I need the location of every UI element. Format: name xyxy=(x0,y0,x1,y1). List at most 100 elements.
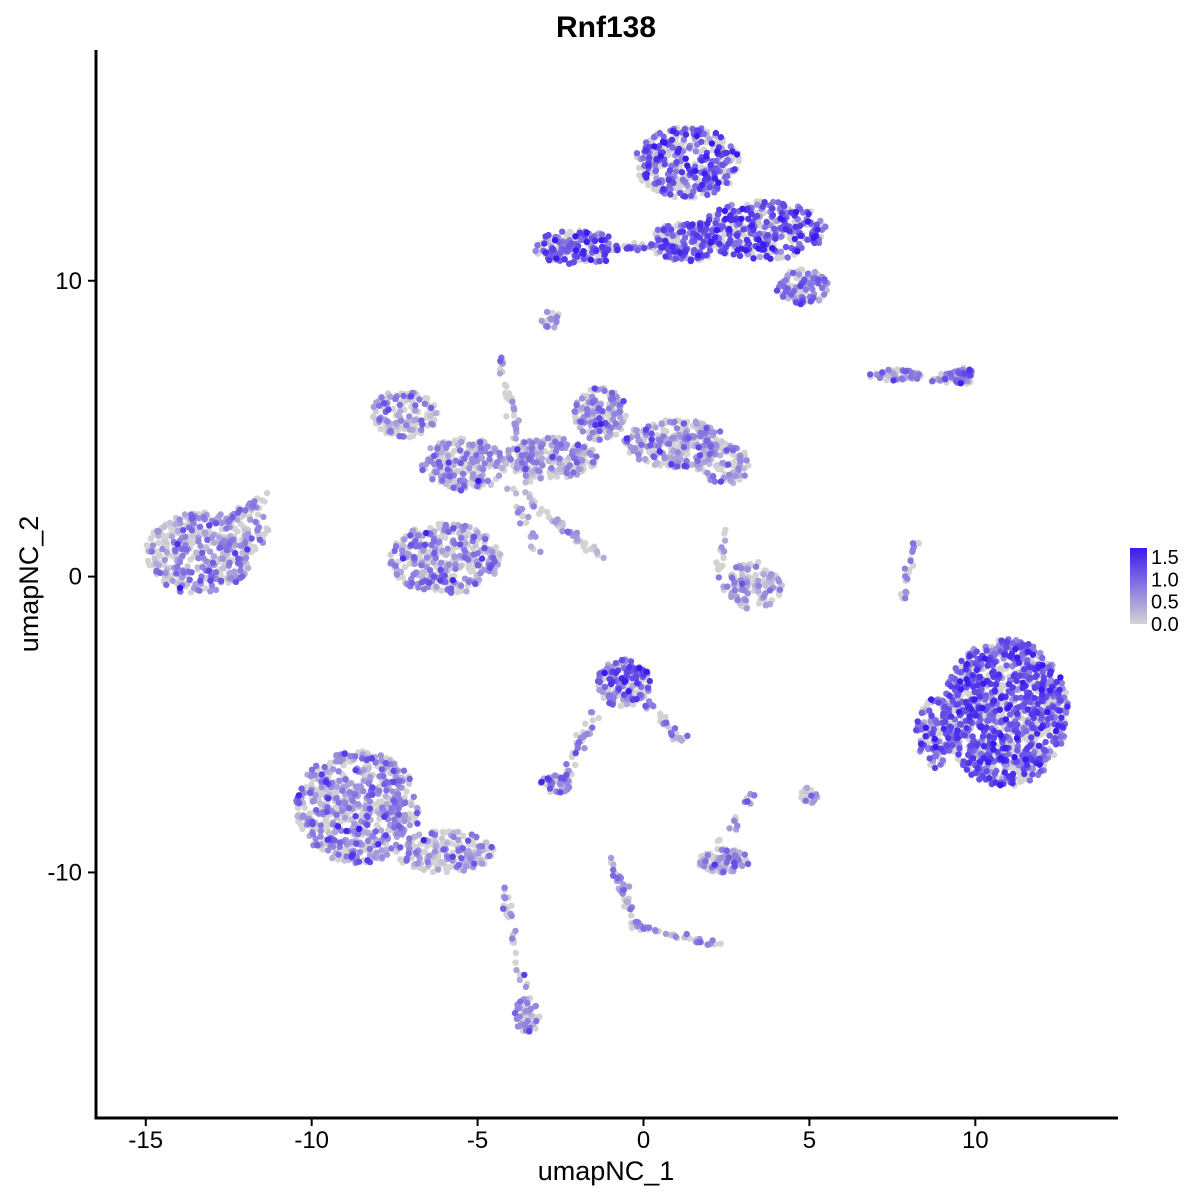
scatter-point xyxy=(400,767,408,774)
scatter-point xyxy=(564,528,571,535)
scatter-point xyxy=(778,233,785,240)
scatter-point xyxy=(528,445,536,452)
scatter-point xyxy=(591,435,598,443)
scatter-point xyxy=(172,520,179,528)
scatter-point xyxy=(598,231,606,238)
scatter-point xyxy=(180,569,188,576)
scatter-point xyxy=(503,413,510,420)
scatter-point xyxy=(429,476,436,483)
scatter-point xyxy=(370,403,377,411)
scatter-point xyxy=(394,412,402,419)
scatter-point xyxy=(406,413,413,420)
scatter-point xyxy=(398,417,405,424)
scatter-point xyxy=(514,509,522,516)
scatter-point xyxy=(489,548,496,556)
scatter-point xyxy=(179,552,186,560)
scatter-point xyxy=(505,447,512,454)
scatter-point xyxy=(513,465,521,472)
scatter-point xyxy=(563,761,570,768)
scatter-point xyxy=(544,434,552,442)
scatter-point xyxy=(297,821,304,828)
scatter-point xyxy=(672,168,680,175)
scatter-point xyxy=(510,412,518,419)
scatter-point xyxy=(261,498,268,505)
scatter-point xyxy=(804,270,812,277)
scatter-point xyxy=(226,541,233,548)
scatter-point xyxy=(605,692,612,699)
scatter-point xyxy=(176,516,183,523)
scatter-point xyxy=(802,797,809,804)
scatter-point xyxy=(254,527,261,534)
scatter-point xyxy=(426,567,434,574)
scatter-point xyxy=(159,545,166,553)
scatter-point xyxy=(741,851,748,858)
scatter-point xyxy=(736,456,744,463)
scatter-point xyxy=(308,781,315,788)
scatter-point xyxy=(397,856,404,863)
scatter-point xyxy=(673,425,681,432)
scatter-point xyxy=(538,317,545,324)
scatter-point xyxy=(335,768,342,775)
scatter-point xyxy=(457,582,465,590)
scatter-point xyxy=(403,422,410,429)
scatter-point xyxy=(335,851,342,858)
scatter-point xyxy=(376,787,383,795)
scatter-point xyxy=(155,539,162,547)
scatter-point xyxy=(377,827,385,834)
scatter-point xyxy=(652,424,659,431)
scatter-point xyxy=(486,852,493,859)
scatter-point xyxy=(392,395,399,403)
scatter-point xyxy=(580,444,587,451)
scatter-point xyxy=(1062,709,1070,716)
scatter-point xyxy=(352,791,359,798)
scatter-point xyxy=(463,588,470,595)
scatter-point xyxy=(154,528,162,535)
scatter-point xyxy=(717,452,724,459)
scatter-point xyxy=(573,529,581,536)
scatter-point xyxy=(308,766,316,773)
scatter-point xyxy=(518,459,526,466)
scatter-point xyxy=(743,605,750,612)
scatter-point xyxy=(348,780,355,787)
scatter-point xyxy=(752,563,760,570)
scatter-point xyxy=(640,154,647,162)
scatter-point xyxy=(686,144,693,151)
scatter-point xyxy=(937,761,944,768)
scatter-point xyxy=(249,502,257,509)
scatter-point xyxy=(317,822,324,829)
scatter-point xyxy=(697,938,704,946)
scatter-point xyxy=(631,446,638,453)
scatter-point xyxy=(519,513,526,520)
scatter-point xyxy=(450,833,457,840)
scatter-point xyxy=(427,458,435,465)
scatter-point xyxy=(470,841,477,848)
scatter-point xyxy=(537,548,544,555)
scatter-point xyxy=(260,513,267,521)
scatter-point xyxy=(641,455,649,463)
scatter-point xyxy=(384,418,391,425)
scatter-point xyxy=(632,918,640,925)
scatter-point xyxy=(321,818,329,825)
scatter-point xyxy=(593,453,600,460)
scatter-point xyxy=(532,1002,539,1010)
scatter-point xyxy=(548,465,555,472)
scatter-point xyxy=(530,503,538,510)
scatter-point xyxy=(768,571,775,578)
scatter-point xyxy=(671,725,679,732)
scatter-point xyxy=(163,549,171,556)
scatter-point xyxy=(512,927,519,935)
scatter-point xyxy=(552,518,559,526)
scatter-point xyxy=(242,507,249,514)
scatter-point xyxy=(223,525,230,532)
scatter-point xyxy=(795,271,803,278)
scatter-point xyxy=(731,817,738,824)
scatter-point xyxy=(907,557,914,565)
scatter-point xyxy=(510,406,518,413)
scatter-point xyxy=(587,709,595,716)
scatter-point xyxy=(421,400,428,407)
scatter-point xyxy=(524,1000,531,1007)
scatter-point xyxy=(231,525,239,533)
scatter-point xyxy=(147,535,154,543)
scatter-point xyxy=(387,427,394,434)
scatter-point xyxy=(544,508,551,516)
